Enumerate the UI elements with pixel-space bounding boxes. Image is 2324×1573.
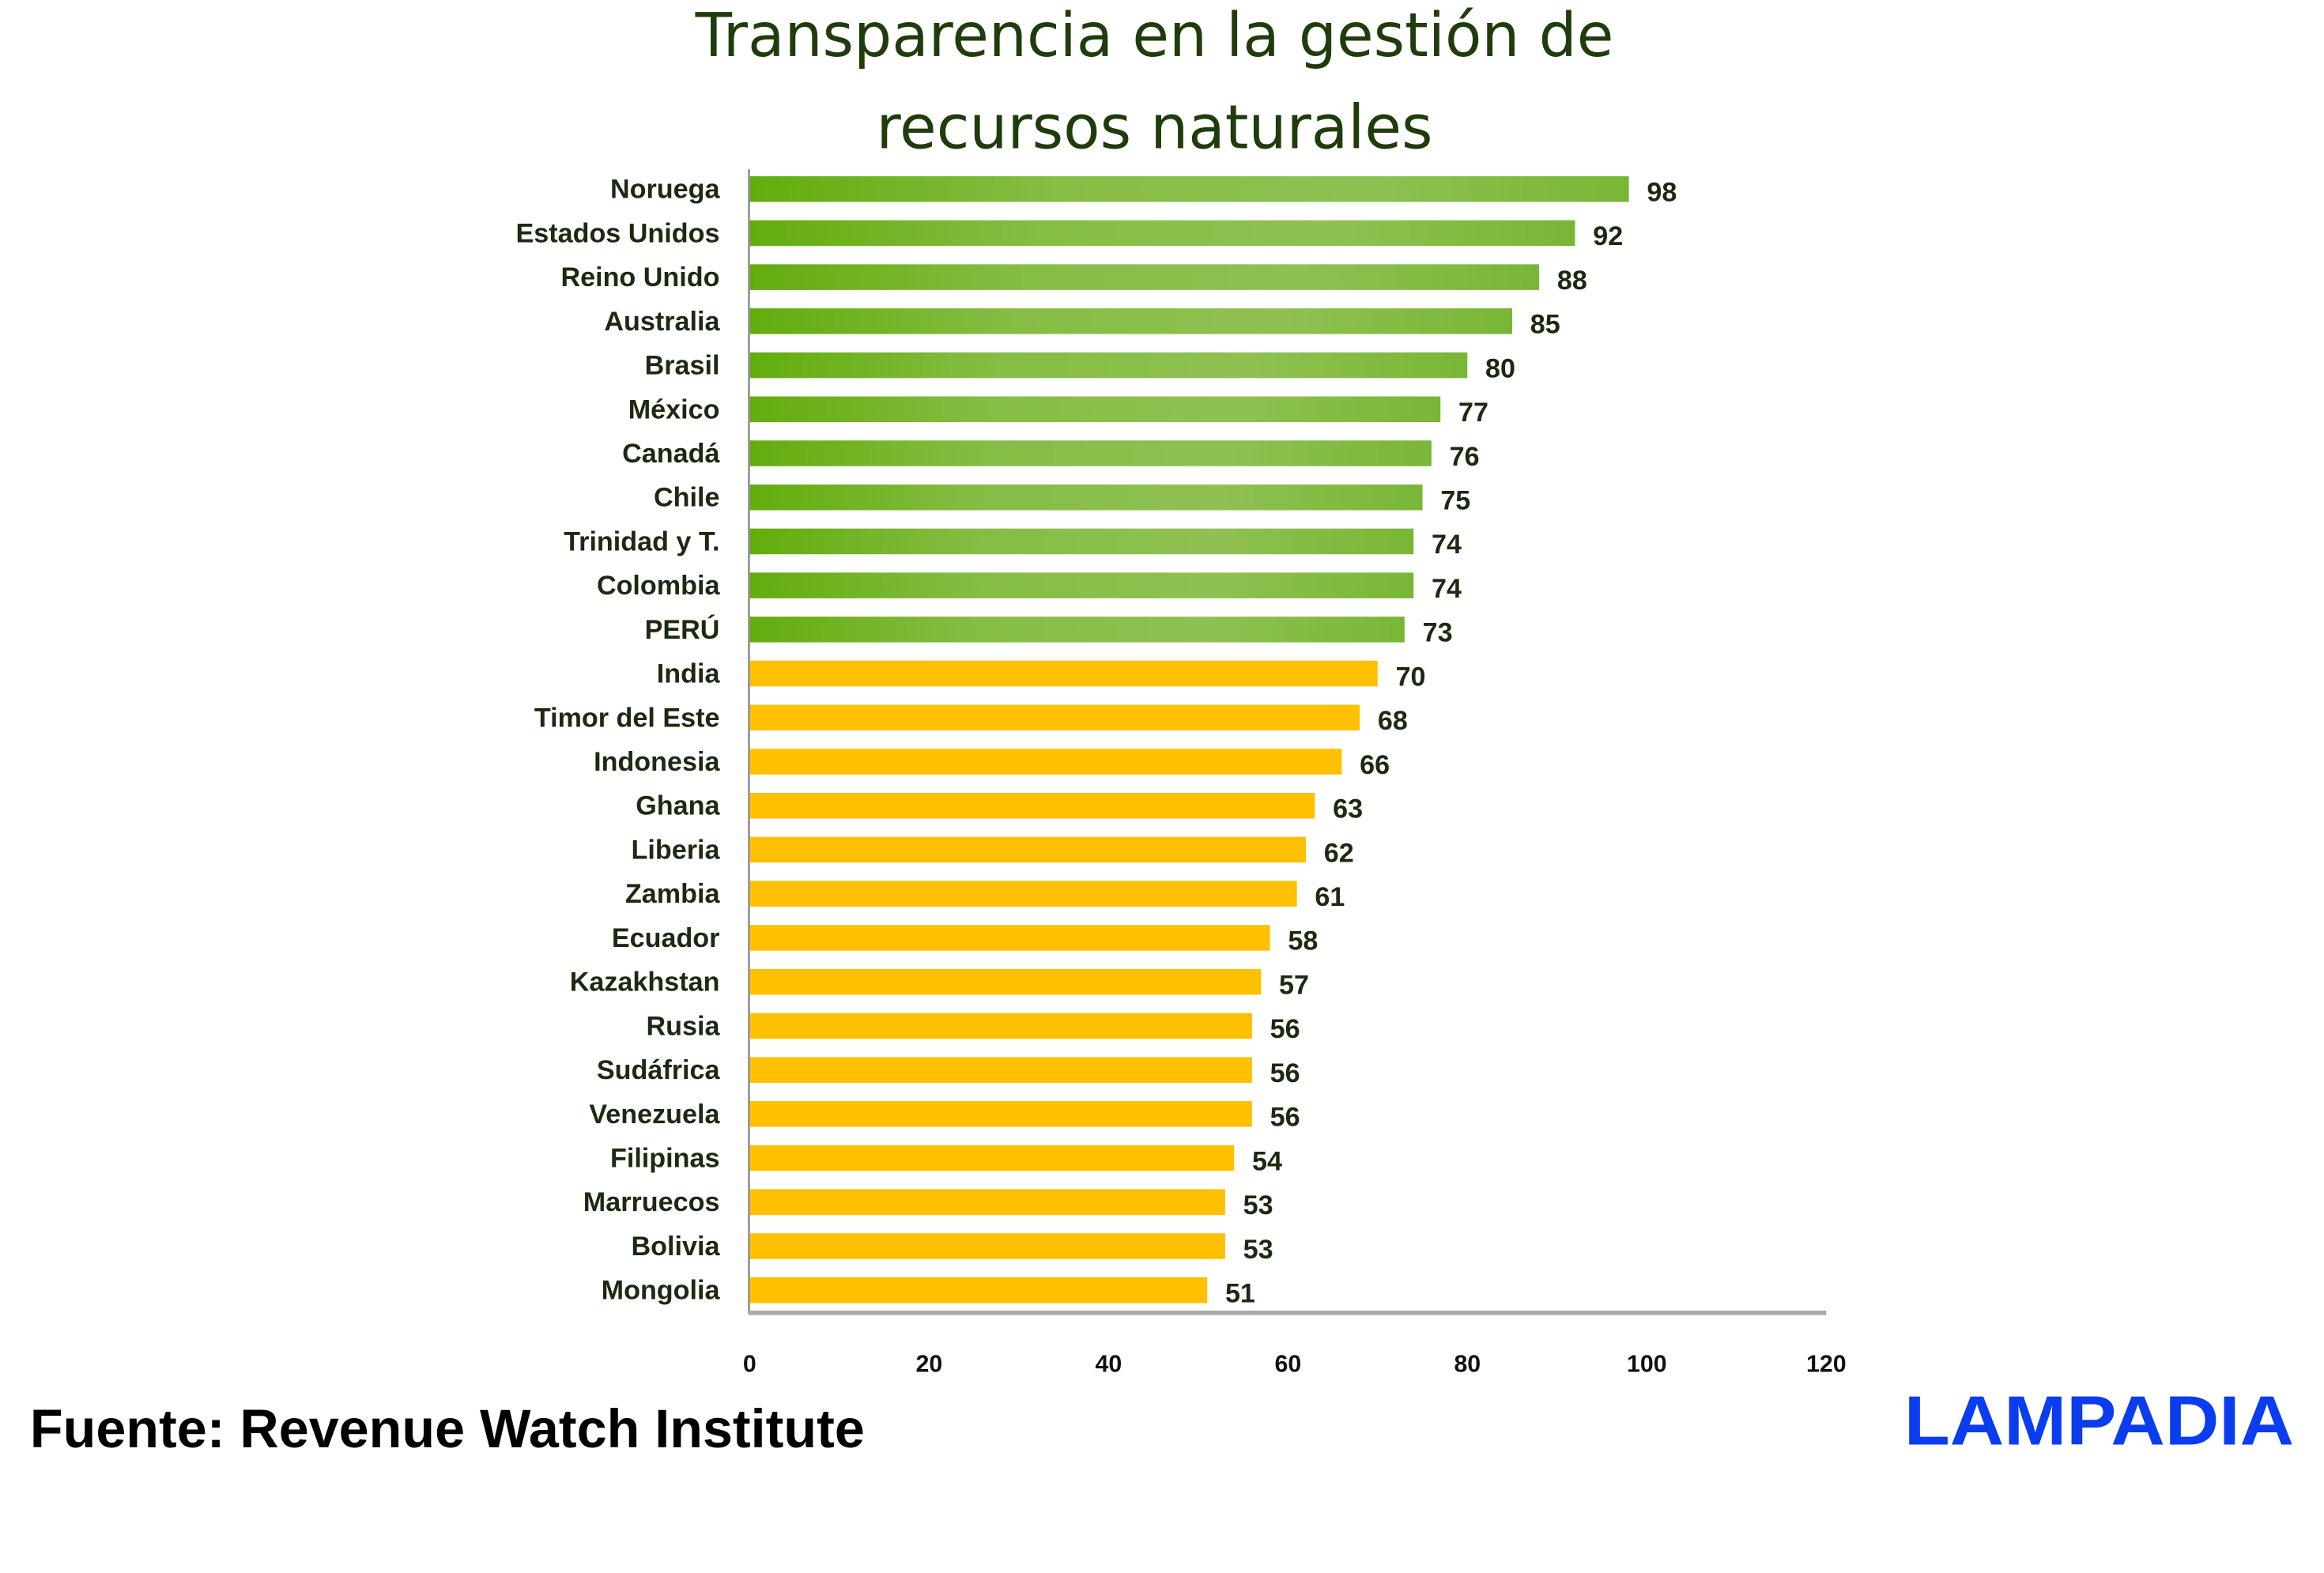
value-label: 56 <box>1270 1102 1300 1132</box>
value-label: 88 <box>1557 266 1587 296</box>
bar-australia <box>749 308 1513 334</box>
category-label: Timor del Este <box>534 703 720 733</box>
category-label: Indonesia <box>594 747 720 777</box>
category-label: Brasil <box>645 350 720 380</box>
x-tick-label: 40 <box>1095 1350 1122 1377</box>
value-label: 75 <box>1440 485 1470 515</box>
bar-ecuador <box>749 925 1270 951</box>
category-label: México <box>628 394 720 424</box>
category-label: Colombia <box>597 571 720 601</box>
bar-zambia <box>749 881 1297 907</box>
category-label: Trinidad y T. <box>564 526 719 556</box>
chart-title-line-2: recursos naturales <box>877 92 1433 162</box>
bar-kazakhstan <box>749 968 1262 995</box>
x-tick-label: 120 <box>1806 1350 1847 1377</box>
category-label: Australia <box>604 307 720 337</box>
bar-filipinas <box>749 1145 1235 1171</box>
value-label: 80 <box>1485 353 1515 383</box>
value-label: 66 <box>1360 750 1390 780</box>
bar-reino-unido <box>749 264 1540 290</box>
value-label: 98 <box>1647 177 1677 207</box>
category-label: PERÚ <box>645 613 720 645</box>
category-label: Chile <box>654 483 719 513</box>
value-label: 85 <box>1530 310 1560 340</box>
category-label: Canadá <box>622 439 720 469</box>
value-label: 63 <box>1333 794 1363 824</box>
category-label: Rusia <box>647 1011 721 1041</box>
value-label: 70 <box>1396 662 1426 692</box>
bar-venezuela <box>749 1101 1252 1127</box>
bar-rusia <box>749 1013 1252 1039</box>
value-label: 53 <box>1243 1190 1273 1220</box>
category-label: Sudáfrica <box>597 1055 720 1085</box>
bar-mongolia <box>749 1277 1208 1303</box>
bar-liberia <box>749 836 1307 863</box>
x-tick-label: 60 <box>1274 1350 1301 1377</box>
value-label: 57 <box>1279 970 1309 1000</box>
value-label: 74 <box>1432 530 1462 560</box>
category-label: Filipinas <box>610 1143 719 1173</box>
lampadia-logo: LAMPADIA <box>1904 1382 2294 1459</box>
bar-ghana <box>749 792 1315 819</box>
bar-marruecos <box>749 1189 1225 1216</box>
chart-title-line-1: Transparencia en la gestión de <box>695 0 1614 70</box>
value-label: 56 <box>1270 1014 1300 1044</box>
value-label: 76 <box>1450 442 1480 472</box>
bar-trinidad-y-t- <box>749 528 1414 555</box>
value-label: 62 <box>1324 838 1354 868</box>
x-tick-label: 100 <box>1627 1350 1667 1377</box>
value-label: 54 <box>1252 1146 1282 1176</box>
value-label: 58 <box>1288 926 1318 956</box>
bar-estados-unidos <box>749 220 1575 247</box>
category-label: Liberia <box>632 835 721 865</box>
value-label: 73 <box>1423 618 1453 648</box>
x-tick-label: 0 <box>743 1350 756 1377</box>
category-label: Noruega <box>610 175 720 205</box>
value-label: 74 <box>1432 574 1462 604</box>
category-label: Zambia <box>625 879 720 909</box>
bar-sud-frica <box>749 1057 1252 1083</box>
bar-brasil <box>749 352 1468 379</box>
category-label: Bolivia <box>632 1232 721 1262</box>
x-tick-label: 80 <box>1454 1350 1481 1377</box>
category-label: Venezuela <box>589 1100 720 1130</box>
bar-noruega <box>749 175 1629 202</box>
bar-colombia <box>749 572 1414 598</box>
bar-timor-del-este <box>749 704 1360 731</box>
category-label: Kazakhstan <box>570 967 720 997</box>
value-label: 68 <box>1378 706 1408 736</box>
value-label: 92 <box>1593 221 1623 251</box>
bar-chile <box>749 484 1423 511</box>
x-tick-label: 20 <box>915 1350 942 1377</box>
bar-bolivia <box>749 1233 1225 1259</box>
source-note: Fuente: Revenue Watch Institute <box>30 1398 865 1459</box>
value-label: 77 <box>1458 398 1488 428</box>
category-label: Ghana <box>636 791 720 821</box>
value-label: 53 <box>1243 1235 1273 1265</box>
value-label: 56 <box>1270 1058 1300 1088</box>
bar-indonesia <box>749 749 1342 775</box>
category-label: Reino Unido <box>560 262 719 292</box>
bar-per- <box>749 617 1405 643</box>
category-label: Ecuador <box>612 923 720 953</box>
bar-m-xico <box>749 396 1441 423</box>
bar-canad- <box>749 440 1432 466</box>
value-label: 61 <box>1315 882 1345 912</box>
value-label: 51 <box>1225 1278 1255 1308</box>
category-label: Marruecos <box>583 1187 720 1217</box>
category-label: Estados Unidos <box>516 218 720 248</box>
category-label: Mongolia <box>602 1276 721 1306</box>
category-label: India <box>657 658 721 688</box>
bar-india <box>749 660 1378 687</box>
